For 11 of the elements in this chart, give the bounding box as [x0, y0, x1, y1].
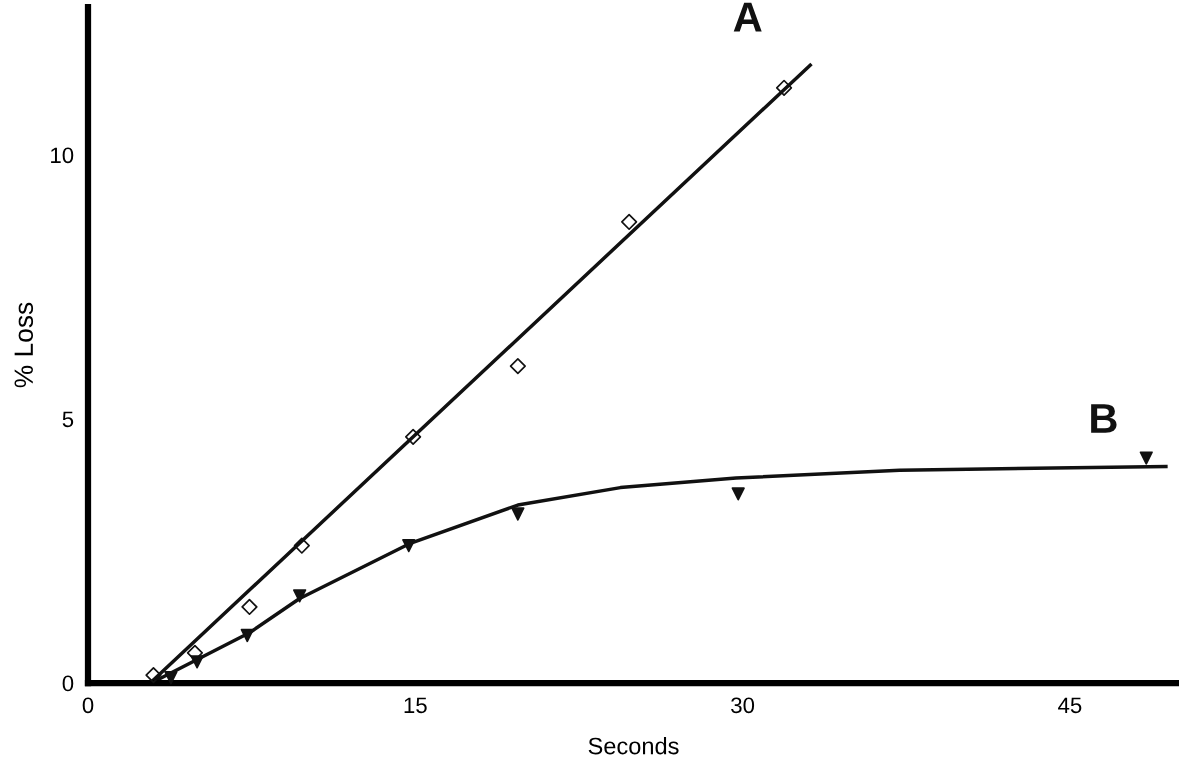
x-axis-title: Seconds: [588, 737, 679, 755]
y-axis-title: % Loss: [14, 302, 34, 388]
x-tick-label: 15: [404, 697, 427, 714]
y-tick-label: 5: [62, 411, 74, 428]
x-tick-label: 45: [1058, 697, 1082, 714]
x-tick-label: 30: [731, 697, 755, 714]
x-tick-label: 0: [82, 697, 94, 714]
series-label: A: [733, 2, 762, 32]
y-tick-label: 10: [51, 147, 74, 164]
y-tick-label: 0: [62, 675, 74, 692]
series-label: B: [1091, 404, 1117, 433]
